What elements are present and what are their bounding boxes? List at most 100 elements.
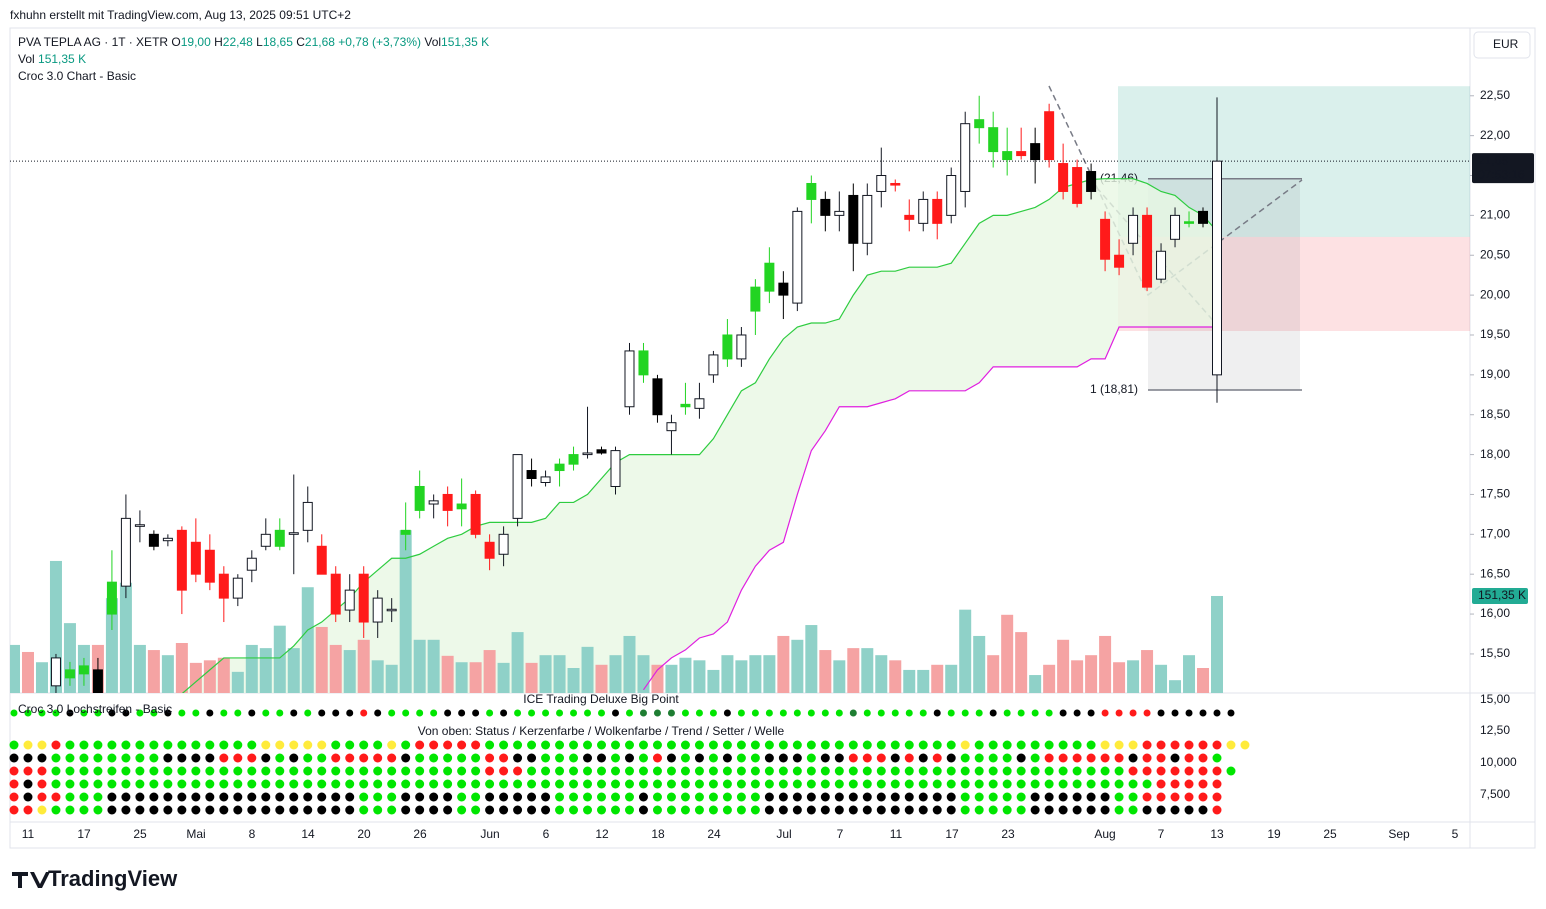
strip-dot: [9, 792, 19, 802]
candle-body: [960, 123, 971, 192]
volume-bar: [763, 655, 776, 693]
big-point-dot: [304, 709, 312, 717]
strip-dot: [121, 740, 131, 750]
currency-box[interactable]: [1473, 31, 1531, 59]
big-point-dot: [430, 709, 438, 717]
strip-dot: [876, 792, 886, 802]
strip-dot: [373, 779, 383, 789]
strip-dot: [1072, 779, 1082, 789]
strip-dot: [569, 753, 579, 763]
strip-dot: [1114, 779, 1124, 789]
strip-dot: [373, 805, 383, 815]
big-point-dot: [10, 709, 18, 717]
strip-dot: [555, 740, 565, 750]
strip-dot: [1058, 740, 1068, 750]
candle-body: [736, 334, 747, 360]
candle-body: [288, 532, 299, 535]
strip-dot: [261, 766, 271, 776]
strip-dot: [541, 766, 551, 776]
strip-dot: [904, 766, 914, 776]
strip-dot: [331, 792, 341, 802]
candle-body: [694, 398, 705, 409]
strip-dot: [1100, 779, 1110, 789]
candle-body: [344, 589, 355, 611]
strip-dot: [904, 753, 914, 763]
strip-dot: [1156, 740, 1166, 750]
strip-dot: [429, 753, 439, 763]
strip-legend: Von oben: Status / Kerzenfarbe / Wolkenf…: [418, 724, 785, 738]
strip-dot: [289, 740, 299, 750]
strip-title: Croc 3.0 Lochstreifen - Basic: [18, 702, 172, 716]
strip-dot: [820, 792, 830, 802]
volume-bar: [385, 664, 398, 693]
strip-dot: [611, 753, 620, 763]
strip-dot: [1142, 779, 1152, 789]
strip-dot: [1170, 766, 1180, 776]
strip-dot: [680, 805, 690, 815]
strip-dot: [597, 753, 607, 763]
strip-dot: [666, 766, 676, 776]
volume-bar: [119, 582, 132, 693]
strip-dot: [918, 766, 928, 776]
strip-dot: [680, 766, 690, 776]
big-point-dot: [807, 709, 815, 717]
big-point-dot: [877, 709, 885, 717]
volume-box: [1472, 587, 1528, 604]
strip-dot: [1030, 766, 1040, 776]
strip-dot: [876, 805, 886, 815]
volume-bar: [1071, 660, 1084, 693]
axes: 22,5022,0021,5021,0020,5020,0019,5019,00…: [22, 88, 1534, 841]
strip-dot: [988, 740, 998, 750]
strip-dot: [121, 792, 131, 802]
strip-dot: [666, 779, 676, 789]
strip-dot: [1142, 792, 1152, 802]
volume-bar: [1197, 668, 1210, 693]
strip-dot: [1198, 740, 1208, 750]
volume-bar: [819, 650, 832, 693]
strip-dot: [65, 740, 75, 750]
strip-dot: [177, 753, 187, 763]
strip-dot: [918, 753, 928, 763]
strip-dot: [121, 766, 131, 776]
strip-dot: [401, 740, 411, 750]
volume-bar: [945, 664, 958, 693]
big-point-dot: [374, 709, 382, 717]
strip-dot: [289, 792, 299, 802]
strip-dot: [1212, 779, 1222, 789]
strip-dot: [890, 753, 900, 763]
volume-bar: [805, 625, 818, 693]
candle-body: [1058, 163, 1069, 192]
strip-dot: [890, 779, 900, 789]
strip-dot: [722, 792, 732, 802]
y-tick-label: 20,00: [1480, 287, 1510, 301]
strip-dot: [191, 792, 201, 802]
strip-dot: [527, 766, 537, 776]
candle-body: [610, 450, 621, 487]
strip-dot: [191, 805, 201, 815]
big-point-dot: [835, 709, 843, 717]
strip-dot: [471, 792, 481, 802]
strip-dot: [890, 740, 900, 750]
strip-dot: [289, 766, 299, 776]
strip-dot: [736, 740, 746, 750]
strip-dot: [778, 792, 788, 802]
strip-dot: [932, 753, 942, 763]
lower-axis-label: 7,500: [1480, 787, 1510, 801]
strip-dot: [974, 766, 984, 776]
strip-dot: [37, 792, 47, 802]
volume-bar: [903, 669, 916, 693]
cloud-fill: [181, 178, 1217, 693]
candle-body: [50, 657, 61, 687]
candle-body: [330, 573, 341, 615]
volume-bar: [245, 644, 258, 693]
strip-dot: [9, 779, 19, 789]
strip-dot: [960, 766, 970, 776]
strip-dot: [1072, 753, 1082, 763]
volume-bar: [287, 648, 300, 693]
strip-dot: [401, 753, 411, 763]
strip-dot: [415, 792, 425, 802]
strip-dot: [23, 792, 33, 802]
y-tick-label: 19,50: [1480, 327, 1510, 341]
x-tick-label: 18: [651, 827, 665, 841]
strip-dot: [219, 792, 229, 802]
